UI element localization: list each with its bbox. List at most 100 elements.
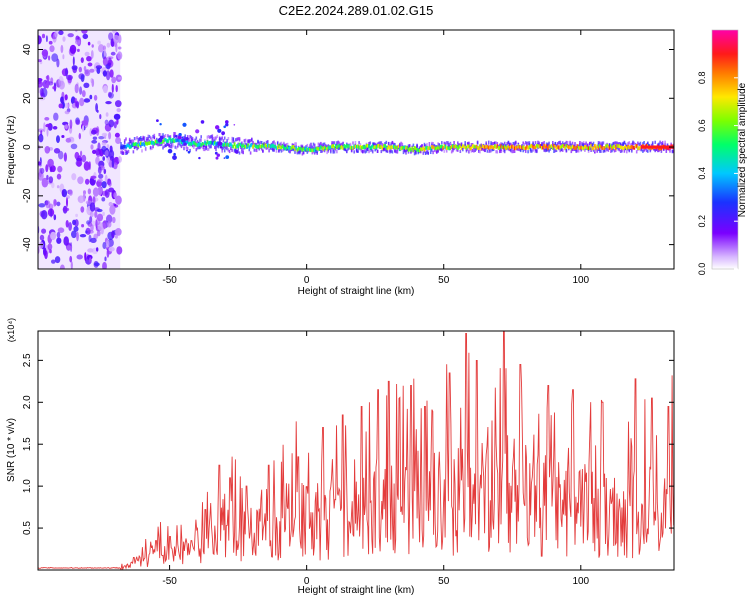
signal-core bbox=[141, 142, 143, 147]
signal-core bbox=[547, 146, 549, 151]
signal-halo bbox=[555, 144, 558, 148]
signal-halo bbox=[294, 142, 296, 146]
signal-halo bbox=[458, 143, 460, 147]
signal-core bbox=[358, 146, 361, 150]
signal-halo bbox=[125, 137, 127, 141]
signal-halo bbox=[237, 147, 239, 151]
signal-core bbox=[421, 147, 423, 152]
noise-blob bbox=[52, 126, 58, 130]
signal-halo bbox=[580, 148, 582, 152]
signal-halo bbox=[148, 139, 151, 143]
snr-x-ticks: -50 0 50 100 bbox=[162, 331, 590, 587]
signal-core bbox=[147, 141, 150, 146]
signal-core bbox=[305, 146, 308, 150]
noise-blob bbox=[62, 207, 70, 212]
signal-core bbox=[412, 148, 415, 153]
signal-core bbox=[152, 141, 155, 145]
signal-core bbox=[481, 144, 484, 148]
signal-halo bbox=[276, 141, 279, 146]
signal-core bbox=[470, 146, 473, 151]
noise-blob bbox=[98, 136, 105, 140]
signal-halo bbox=[189, 135, 191, 139]
signal-core bbox=[442, 146, 444, 150]
signal-core bbox=[602, 146, 605, 150]
signal-core bbox=[432, 145, 435, 149]
signal-halo bbox=[582, 144, 585, 148]
signal-splash bbox=[223, 125, 226, 129]
signal-core bbox=[352, 146, 354, 150]
signal-core bbox=[207, 141, 210, 145]
signal-halo bbox=[575, 143, 577, 148]
noise-blob bbox=[51, 182, 55, 189]
signal-halo bbox=[405, 148, 407, 152]
signal-halo bbox=[365, 147, 368, 151]
signal-halo bbox=[386, 149, 389, 153]
signal-core bbox=[327, 145, 330, 150]
signal-core bbox=[127, 143, 130, 148]
signal-core bbox=[479, 144, 481, 148]
noise-blob bbox=[75, 213, 78, 218]
signal-core bbox=[209, 140, 211, 145]
signal-core bbox=[270, 144, 273, 148]
signal-halo bbox=[371, 148, 374, 152]
signal-core bbox=[126, 143, 129, 148]
signal-core bbox=[555, 146, 558, 151]
signal-halo bbox=[238, 151, 241, 155]
signal-halo bbox=[618, 142, 621, 146]
colorbar-tick-label: 0.6 bbox=[697, 119, 707, 132]
signal-halo bbox=[291, 143, 294, 147]
noise-blob bbox=[65, 220, 69, 228]
signal-halo bbox=[528, 141, 531, 145]
signal-halo bbox=[214, 138, 216, 142]
signal-halo bbox=[190, 135, 193, 140]
signal-halo bbox=[151, 146, 153, 150]
signal-halo bbox=[191, 139, 194, 143]
signal-halo bbox=[407, 150, 410, 154]
noise-blob bbox=[111, 158, 115, 169]
noise-blob bbox=[64, 124, 68, 130]
signal-halo bbox=[123, 141, 126, 145]
signal-halo bbox=[272, 147, 274, 151]
signal-halo bbox=[194, 138, 196, 142]
signal-core bbox=[148, 141, 151, 145]
signal-halo bbox=[423, 142, 426, 146]
noise-blob bbox=[48, 55, 51, 61]
noise-blob bbox=[101, 197, 106, 202]
signal-core bbox=[186, 140, 189, 144]
signal-splash bbox=[181, 136, 184, 139]
signal-halo bbox=[274, 142, 276, 146]
noise-blob bbox=[108, 119, 115, 128]
signal-halo bbox=[323, 142, 326, 146]
signal-core bbox=[476, 146, 479, 150]
noise-blob bbox=[61, 189, 65, 197]
signal-halo bbox=[422, 151, 425, 155]
signal-halo bbox=[200, 138, 202, 142]
signal-core bbox=[542, 145, 544, 150]
signal-core bbox=[570, 146, 573, 151]
signal-core bbox=[228, 143, 231, 148]
signal-halo bbox=[606, 147, 608, 151]
noise-blob bbox=[39, 234, 45, 241]
signal-halo bbox=[195, 148, 198, 152]
signal-halo bbox=[140, 144, 142, 148]
signal-halo bbox=[362, 150, 364, 154]
signal-core bbox=[225, 143, 227, 147]
signal-core bbox=[214, 140, 216, 145]
signal-core bbox=[137, 143, 140, 148]
noise-blob bbox=[116, 246, 123, 255]
signal-halo bbox=[618, 148, 621, 152]
signal-halo bbox=[323, 149, 326, 153]
signal-core bbox=[407, 148, 410, 152]
signal-halo bbox=[183, 147, 185, 151]
signal-core bbox=[163, 138, 166, 142]
signal-core bbox=[278, 143, 280, 148]
signal-halo bbox=[501, 142, 503, 146]
noise-blob bbox=[70, 261, 73, 269]
noise-blob bbox=[70, 143, 78, 150]
signal-core bbox=[172, 138, 174, 142]
signal-halo bbox=[180, 144, 183, 149]
signal-splash bbox=[186, 149, 188, 152]
noise-blob bbox=[108, 132, 112, 140]
noise-blob bbox=[107, 62, 112, 66]
noise-blob bbox=[103, 168, 107, 175]
